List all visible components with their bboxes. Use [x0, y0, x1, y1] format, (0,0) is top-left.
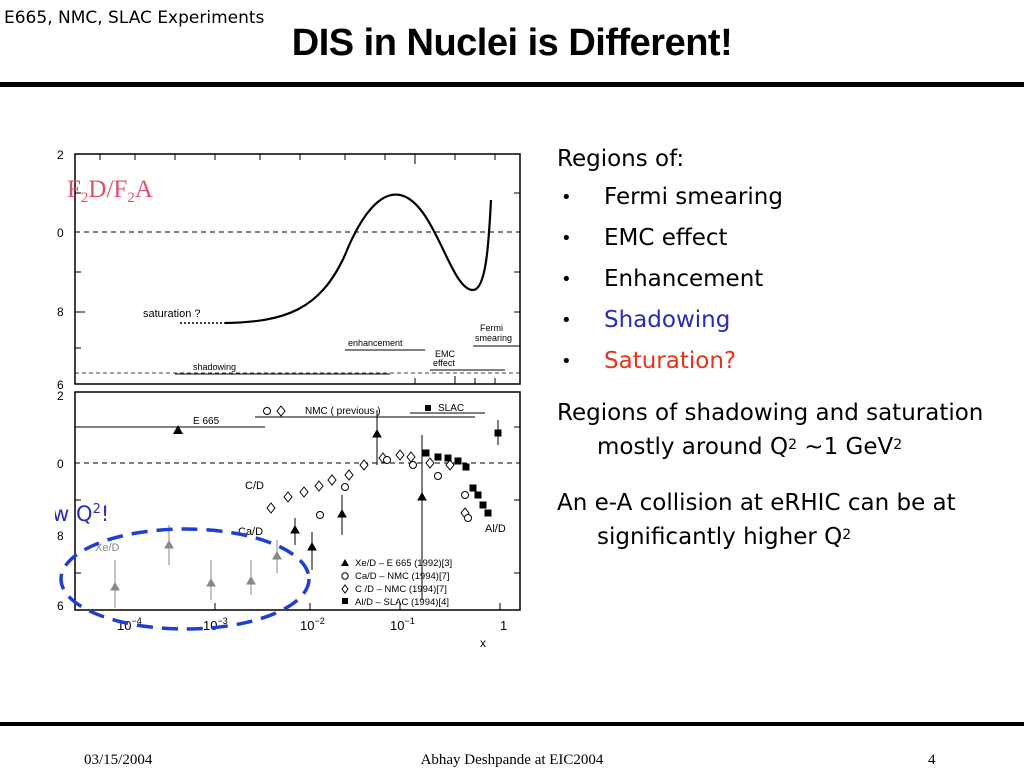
nmc-legend-circle [263, 407, 271, 415]
emc-label-2: effect [433, 358, 455, 368]
bullet-glyph: • [561, 227, 572, 249]
top-panel [74, 153, 521, 385]
low-q2-ellipse [59, 527, 311, 631]
top-ytick-2: 8 [57, 305, 64, 319]
list-item: • Shadowing [557, 300, 997, 341]
bullet-text: EMC effect [604, 224, 728, 251]
slac-points [422, 420, 502, 517]
bullet-text: Shadowing [604, 306, 731, 333]
footer-presenter: Abhay Deshpande at EIC2004 [420, 752, 604, 768]
shadowing-label: shadowing [193, 362, 236, 372]
list-item: • EMC effect [557, 218, 997, 259]
x-axis-label: x [480, 636, 486, 650]
e665-lowx-points [110, 525, 282, 608]
xed-label: Xe/D [95, 542, 120, 554]
e665-legend-label: E 665 [193, 416, 220, 427]
fermi-label-1: Fermi [480, 323, 503, 333]
bottom-legend: Xe/D – E 665 (1992)[3] Ca/D – NMC (1994)… [341, 558, 452, 608]
footer-page-number: 4 [928, 752, 936, 768]
list-item: • Saturation? [557, 341, 997, 382]
slide-title: DIS in Nuclei is Different! [291, 22, 733, 64]
bullet-text: Fermi smearing [604, 183, 783, 210]
bullet-glyph: • [561, 186, 572, 208]
bullet-text: Enhancement [604, 265, 764, 292]
slac-legend-label: SLAC [438, 403, 464, 414]
legend-cd-marker [341, 584, 349, 594]
legend-ald-marker [342, 598, 348, 604]
top-ytick-3: 6 [57, 378, 64, 392]
cd-label: C/D [245, 480, 264, 492]
nmc-legend-label: NMC ( previous ) [305, 406, 381, 417]
legend-ald: Al/D – SLAC (1994)[4] [355, 597, 449, 608]
e665-points [290, 410, 427, 600]
fermi-label-2: smearing [475, 333, 512, 343]
bottom-ytick-1: 0 [57, 457, 64, 471]
legend-xed: Xe/D – E 665 (1992)[3] [355, 558, 452, 569]
list-item: • Fermi smearing [557, 177, 997, 218]
bullet-text: Saturation? [604, 347, 737, 374]
bottom-ytick-2: 8 [57, 529, 64, 543]
top-ytick-1: 0 [57, 226, 64, 240]
nuclear-ratio-figure: 2 0 8 6 saturation ? enhancement Fermi s… [55, 148, 521, 650]
shadowing-paragraph: Regions of shadowing and saturation most… [557, 399, 984, 460]
bullet-glyph: • [561, 268, 572, 290]
top-ytick-0: 2 [57, 148, 64, 162]
regions-list: • Fermi smearing • EMC effect • Enhancement… [557, 177, 997, 382]
bottom-ticks [75, 426, 520, 610]
bottom-ytick-labels: 2 0 8 6 [57, 389, 64, 613]
slac-legend-marker [425, 405, 431, 411]
legend-cad-marker [341, 572, 349, 580]
legend-cad: Ca/D – NMC (1994)[7] [355, 571, 450, 582]
footer-date: 03/15/2004 [84, 752, 153, 768]
top-annotations: saturation ? enhancement Fermi smearing … [143, 308, 512, 372]
corner-label: E665, NMC, SLAC Experiments [4, 8, 265, 28]
ald-label: Al/D [485, 523, 506, 535]
xtick-labels: 10−4 10−3 10−2 10−1 1 [117, 616, 507, 633]
nmc-legend-diamond [276, 405, 286, 417]
bullet-glyph: • [561, 350, 572, 372]
legend-xed-marker [341, 559, 349, 566]
saturation-label: saturation ? [143, 308, 200, 320]
erhic-paragraph: An e-A collision at eRHIC can be at sign… [557, 489, 956, 550]
footer-rule [0, 722, 1024, 726]
legend-cd: C /D – NMC (1994)[7] [355, 584, 447, 595]
bullet-glyph: • [561, 309, 572, 331]
xtick-1: 1 [500, 618, 507, 633]
regions-heading: Regions of: [557, 146, 685, 172]
ratio-curve [224, 193, 493, 325]
nmc-points [266, 449, 472, 522]
top-panel-frame [74, 153, 521, 385]
bottom-ytick-0: 2 [57, 389, 64, 403]
bottom-panel [74, 391, 521, 611]
top-ytick-labels: 2 0 8 6 [57, 148, 64, 392]
e665-legend-marker [173, 425, 183, 434]
low-q2-label: Low Q2! [55, 502, 109, 526]
enhancement-label: enhancement [348, 338, 403, 348]
xtick-1e-3: 10−3 [203, 616, 228, 633]
ratio-label: F2D/F2A [67, 176, 153, 206]
emc-label-1: EMC [435, 349, 456, 359]
bottom-ytick-3: 6 [57, 599, 64, 613]
xtick-1e-1: 10−1 [390, 616, 415, 633]
list-item: • Enhancement [557, 259, 997, 300]
right-column: Regions of: • Fermi smearing • EMC effect … [557, 142, 997, 554]
title-rule [0, 82, 1024, 87]
bottom-top-legend: E 665 NMC ( previous ) SLAC [173, 403, 464, 434]
xtick-1e-2: 10−2 [300, 616, 325, 633]
bottom-panel-frame [74, 391, 521, 611]
top-ticks [75, 154, 520, 384]
data-points [110, 410, 502, 608]
